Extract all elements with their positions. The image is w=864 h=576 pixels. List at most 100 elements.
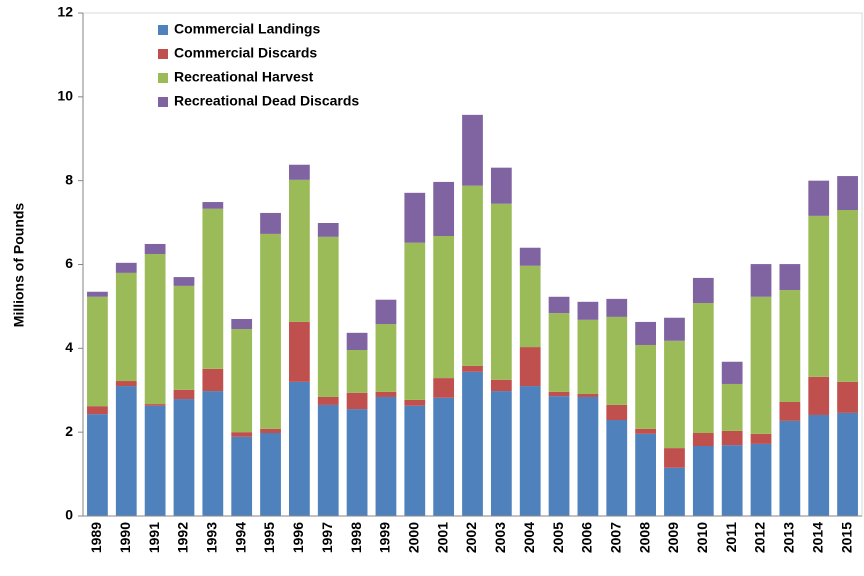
bar-segment [375, 396, 397, 516]
bar-segment [173, 399, 195, 516]
bar-segment [260, 212, 281, 234]
bar-segment [577, 394, 599, 397]
bar-segment [144, 405, 166, 516]
bar-segment [87, 296, 108, 407]
bar-segment [664, 340, 685, 449]
bar-segment [635, 344, 656, 429]
bar-segment [260, 428, 281, 434]
bar-segment [231, 329, 253, 433]
bar-segment [462, 371, 483, 516]
bar-segment [519, 386, 541, 516]
bar-segment [317, 404, 339, 516]
bar-segment [144, 254, 166, 405]
bar-segment [317, 236, 339, 397]
bar-segment [519, 265, 541, 348]
bar-segment [548, 296, 570, 314]
bar-segment [490, 391, 512, 516]
bar-segment [433, 181, 455, 236]
bar-segment [173, 389, 195, 400]
bar-segment [837, 210, 858, 382]
bar-segment [346, 350, 368, 393]
x-tick-label: 2006 [579, 522, 595, 553]
bar-segment [837, 412, 858, 516]
bar-segment [202, 391, 224, 516]
bar-segment [115, 262, 137, 273]
y-tick-label: 10 [57, 88, 73, 104]
x-tick-label: 2002 [463, 522, 479, 553]
bar-segment [346, 392, 368, 410]
bar-segment [462, 185, 483, 366]
bar-segment [692, 277, 714, 304]
x-tick-label: 1995 [261, 522, 277, 553]
bar-segment [635, 321, 656, 345]
bar-segment [808, 376, 830, 415]
bar-segment [490, 203, 512, 380]
bar-segment [404, 399, 426, 406]
x-tick-label: 1994 [232, 522, 248, 553]
y-tick-label: 6 [65, 255, 73, 271]
bar-segment [721, 361, 743, 384]
x-tick-label: 1991 [146, 522, 162, 553]
legend-swatch [158, 25, 168, 35]
y-tick-label: 12 [57, 4, 73, 20]
bar-segment [144, 243, 166, 255]
bar-segment [433, 378, 455, 398]
x-tick-label: 2009 [665, 522, 681, 553]
bar-segment [548, 396, 570, 516]
x-tick-label: 2008 [636, 522, 652, 553]
legend-label: Recreational Harvest [174, 69, 314, 85]
bar-segment [289, 164, 310, 180]
x-tick-label: 2001 [434, 522, 450, 553]
bar-segment [346, 332, 368, 351]
bar-segment [779, 420, 801, 516]
x-tick-label: 1998 [348, 522, 364, 553]
bar-segment [317, 396, 339, 405]
bar-segment [808, 414, 830, 516]
bar-segment [462, 365, 483, 372]
x-tick-label: 1999 [377, 522, 393, 553]
bar-segment [289, 381, 310, 516]
bar-segment [289, 179, 310, 322]
y-tick-label: 2 [65, 423, 73, 439]
y-tick-label: 0 [65, 507, 73, 523]
bar-segment [721, 430, 743, 446]
bar-segment [750, 443, 772, 516]
y-tick-label: 8 [65, 171, 73, 187]
bar-segment [750, 264, 772, 297]
bar-segment [490, 167, 512, 204]
bar-segment [173, 277, 195, 286]
bar-segment [664, 467, 685, 516]
bar-segment [433, 235, 455, 379]
bar-segment [490, 379, 512, 392]
bar-segment [750, 433, 772, 444]
bar-segment [750, 296, 772, 434]
bar-segment [289, 321, 310, 382]
x-tick-label: 2005 [550, 522, 566, 553]
bar-segment [462, 114, 483, 186]
bar-segment [404, 242, 426, 400]
x-tick-label: 2003 [492, 522, 508, 553]
bar-segment [231, 436, 253, 516]
bar-segment [606, 420, 628, 516]
bar-segment [635, 428, 656, 434]
bar-segment [779, 401, 801, 421]
bar-segment [606, 404, 628, 421]
legend-label: Commercial Discards [174, 45, 317, 61]
x-tick-label: 2007 [607, 522, 623, 553]
bar-segment [260, 233, 281, 429]
bar-segment [87, 414, 108, 516]
bar-segment [721, 383, 743, 431]
bar-segment [433, 397, 455, 516]
bar-segment [87, 291, 108, 297]
bar-segment [721, 445, 743, 516]
bar-segment [577, 319, 599, 395]
bar-segment [577, 396, 599, 516]
bar-segment [202, 202, 224, 209]
bar-segment [202, 368, 224, 392]
bar-segment [548, 391, 570, 397]
bar-segment [346, 409, 368, 516]
bar-segment [115, 386, 137, 516]
legend-swatch [158, 49, 168, 59]
bar-segment [144, 404, 166, 406]
